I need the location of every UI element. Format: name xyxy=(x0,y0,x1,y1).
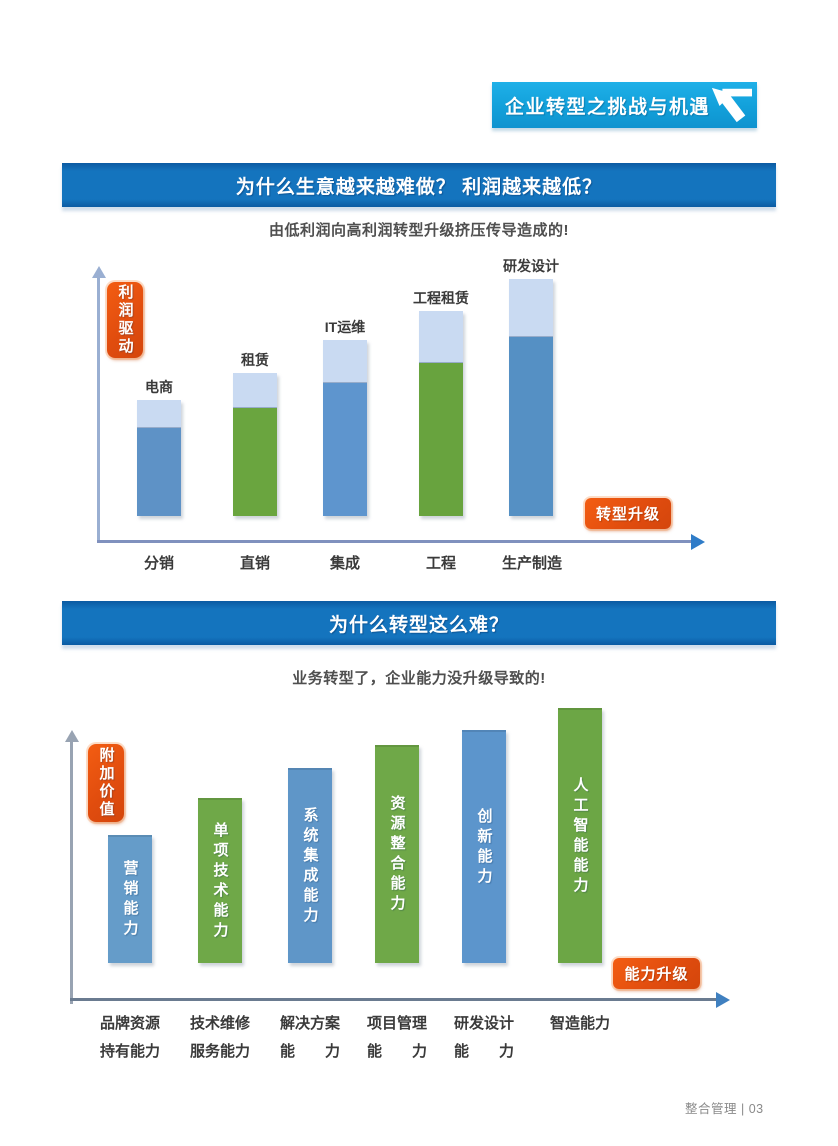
chart1-bar-cap xyxy=(233,373,277,408)
chart2-bar-label: 创新能力 xyxy=(475,807,493,888)
chart2-x-label-line2: 能 力 xyxy=(453,1043,515,1060)
chart2-x-label-line2: 能 力 xyxy=(279,1043,341,1060)
chart1-bar-body xyxy=(233,408,277,516)
chart2-x-axis-arrow-icon xyxy=(716,991,730,1008)
chart2-x-label: 技术维修 服务能力 xyxy=(190,1010,250,1066)
chart2-x-label-line2: 持有能力 xyxy=(99,1043,161,1060)
chart2-bar-label: 资源整合能力 xyxy=(388,795,406,915)
chart1-bar-shengchan xyxy=(509,279,553,516)
chart1-bar-body xyxy=(137,428,181,516)
chart1-top-label: 研发设计 xyxy=(503,258,559,274)
chart2-x-label-line1: 项目管理 xyxy=(366,1015,428,1032)
chart2-x-label: 解决方案能 力 xyxy=(280,1010,340,1066)
chart2-y-axis-badge-label: 附加价值 xyxy=(97,747,115,819)
chart1-bar-cap xyxy=(137,400,181,428)
chart2-x-label-line2: 能 力 xyxy=(366,1043,428,1060)
section2-subtitle: 业务转型了，企业能力没升级导致的! xyxy=(292,670,546,687)
chart1-bar-jicheng xyxy=(323,340,367,516)
chart1-x-label: 生产制造 xyxy=(501,555,563,572)
chart1-bar-gongcheng xyxy=(419,311,463,516)
chart2-x-label-line1: 技术维修 xyxy=(189,1015,251,1032)
chart1-top-label: 电商 xyxy=(145,379,173,395)
chart2-x-label: 研发设计能 力 xyxy=(454,1010,514,1066)
chart1-bar-body xyxy=(419,363,463,516)
chart2-x-label-line1: 智造能力 xyxy=(549,1015,611,1032)
chart1-y-axis-badge-label: 利润驱动 xyxy=(116,284,134,356)
chart2-bar-label: 系统集成能力 xyxy=(301,806,319,927)
arrow-up-left-icon xyxy=(710,85,752,125)
section2-banner-title: 为什么转型这么难？ xyxy=(328,614,509,636)
page-header-title: 企业转型之挑战与机遇 xyxy=(505,96,711,118)
chart1-bar-body xyxy=(509,337,553,516)
chart2-bar-ziyuan: 资源整合能力 xyxy=(375,745,419,963)
chart1-top-label: IT运维 xyxy=(324,319,366,335)
chart1-x-axis xyxy=(97,540,691,543)
chart2-bar-rengong: 人工智能能力 xyxy=(558,708,602,963)
chart1-bar-fenxiao xyxy=(137,400,181,516)
section1-subtitle: 由低利润向高利润转型升级挤压传导造成的! xyxy=(269,222,569,239)
chart2-x-axis-badge: 能力升级 xyxy=(613,958,700,989)
section1-banner-title: 为什么生意越来越难做？ 利润越来越低？ xyxy=(235,176,603,198)
chart1-bar-cap xyxy=(323,340,367,383)
chart2-x-label-line2: 服务能力 xyxy=(189,1043,251,1060)
chart2-bar-label: 单项技术能力 xyxy=(211,821,229,942)
chart1-x-axis-badge: 转型升级 xyxy=(585,498,671,529)
chart2-y-axis-badge: 附加价值 xyxy=(88,744,124,822)
chart1-x-axis-arrow-icon xyxy=(691,533,705,550)
chart1-y-axis-arrow-icon xyxy=(91,266,106,278)
chart1-y-axis xyxy=(97,277,100,542)
section2-banner: 为什么转型这么难？ xyxy=(62,601,776,645)
page-footer: 整合管理 | 03 xyxy=(685,1102,764,1116)
chart1-bar-cap xyxy=(419,311,463,363)
chart2-bar-label: 营销能力 xyxy=(121,860,139,940)
chart2-x-axis xyxy=(70,998,716,1001)
chart1-x-label: 直销 xyxy=(239,555,271,572)
chart2-x-label-line1: 研发设计 xyxy=(453,1015,515,1032)
chart1-bar-cap xyxy=(509,279,553,337)
chart1-x-axis-badge-label: 转型升级 xyxy=(595,506,660,523)
chart2-x-label-line1: 解决方案 xyxy=(279,1015,341,1032)
chart1-x-label: 工程 xyxy=(425,555,457,572)
chart2-bar-label: 人工智能能力 xyxy=(571,776,589,897)
chart2-x-label: 智造能力 xyxy=(550,1010,610,1038)
chart1-top-label: 工程租赁 xyxy=(413,290,469,306)
chart2-bar-yingxiao: 营销能力 xyxy=(108,835,152,963)
section1-banner: 为什么生意越来越难做？ 利润越来越低？ xyxy=(62,163,776,207)
chart1-x-label: 分销 xyxy=(143,555,175,572)
chart1-bar-body xyxy=(323,383,367,516)
chart2-x-label: 品牌资源 持有能力 xyxy=(100,1010,160,1066)
chart1-top-label: 租赁 xyxy=(241,352,269,368)
chart2-bar-xitong: 系统集成能力 xyxy=(288,768,332,963)
page-header-ribbon: 企业转型之挑战与机遇 xyxy=(492,82,757,128)
chart2-bar-chuangxin: 创新能力 xyxy=(462,730,506,963)
chart1-y-axis-badge: 利润驱动 xyxy=(107,282,143,358)
chart2-bar-danxiang: 单项技术能力 xyxy=(198,798,242,963)
chart2-x-label: 项目管理能 力 xyxy=(367,1010,427,1066)
chart1-bar-zhixiao xyxy=(233,373,277,516)
chart2-x-label-line1: 品牌资源 xyxy=(99,1015,161,1032)
chart2-x-axis-badge-label: 能力升级 xyxy=(624,966,689,983)
chart1-x-label: 集成 xyxy=(329,555,361,572)
chart2-y-axis-arrow-icon xyxy=(64,730,79,742)
chart2-y-axis xyxy=(70,741,73,1004)
